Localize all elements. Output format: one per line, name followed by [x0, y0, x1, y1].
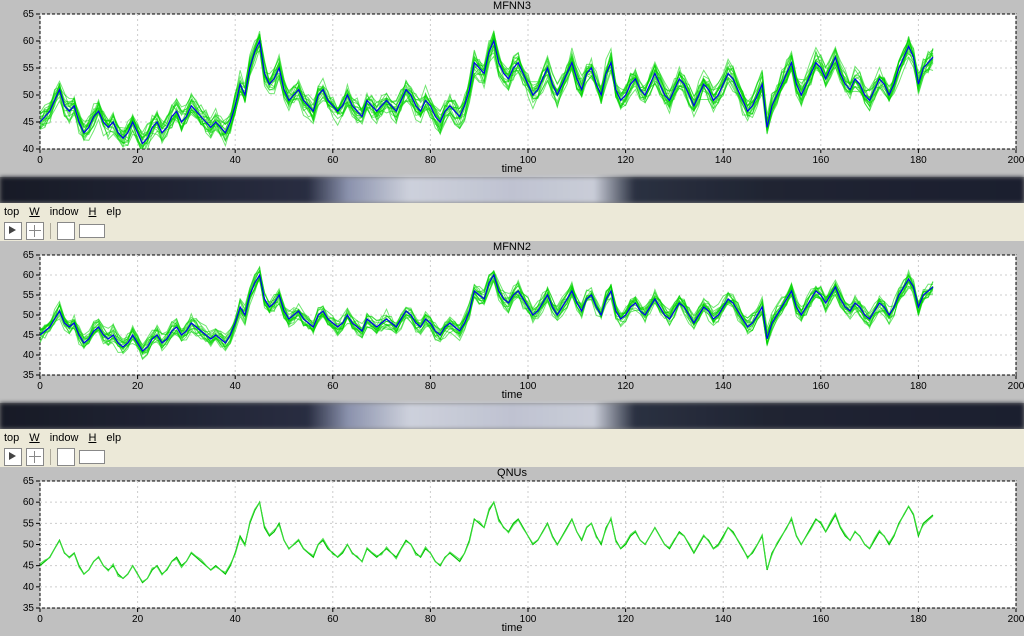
chart-title: QNUs	[0, 467, 1024, 479]
x-axis-label: time	[0, 389, 1024, 401]
svg-text:60: 60	[23, 270, 35, 281]
toolbar-separator	[50, 223, 51, 239]
toolbar-plain-icon[interactable]	[57, 448, 75, 466]
x-axis-label: time	[0, 163, 1024, 175]
menu-item-help[interactable]: Help	[88, 206, 121, 218]
chart-mfnn3: MFNN3 0204060801001201401601802004045505…	[0, 0, 1024, 177]
menu-item-help[interactable]: Help	[88, 432, 121, 444]
menu-bar[interactable]: top Window Help	[0, 429, 1024, 448]
chart-qnus: QNUs 02040608010012014016018020035404550…	[0, 467, 1024, 636]
plot-area: 0204060801001201401601802003540455055606…	[0, 467, 1024, 636]
toolbar-plain-icon[interactable]	[57, 222, 75, 240]
menu-item-top[interactable]: top	[4, 432, 19, 444]
svg-text:50: 50	[23, 540, 35, 551]
menu-item-window[interactable]: Window	[29, 432, 78, 444]
svg-text:45: 45	[23, 117, 35, 128]
svg-text:35: 35	[23, 370, 35, 381]
toolbar[interactable]	[0, 221, 1024, 242]
svg-text:55: 55	[23, 290, 35, 301]
plot-area: 020406080100120140160180200404550556065	[0, 0, 1024, 177]
toolbar-arrow-icon[interactable]	[4, 222, 22, 240]
svg-text:60: 60	[23, 497, 35, 508]
svg-text:55: 55	[23, 63, 35, 74]
chart-title: MFNN2	[0, 241, 1024, 253]
x-axis-label: time	[0, 622, 1024, 634]
menu-item-top[interactable]: top	[4, 206, 19, 218]
svg-text:45: 45	[23, 330, 35, 341]
svg-text:50: 50	[23, 310, 35, 321]
svg-text:40: 40	[23, 350, 35, 361]
chart-mfnn2: MFNN2 0204060801001201401601802003540455…	[0, 241, 1024, 403]
svg-text:40: 40	[23, 582, 35, 593]
svg-text:35: 35	[23, 603, 35, 614]
toolbar-arrow-icon[interactable]	[4, 448, 22, 466]
toolbar-grid-icon[interactable]	[26, 448, 44, 466]
svg-text:50: 50	[23, 90, 35, 101]
blurred-background-strip	[0, 403, 1024, 429]
svg-text:55: 55	[23, 518, 35, 529]
toolbar-mini-icon[interactable]	[79, 224, 105, 238]
menu-bar[interactable]: top Window Help	[0, 203, 1024, 222]
svg-text:40: 40	[23, 144, 35, 155]
toolbar[interactable]	[0, 447, 1024, 468]
svg-text:60: 60	[23, 36, 35, 47]
chart-title: MFNN3	[0, 0, 1024, 12]
toolbar-grid-icon[interactable]	[26, 222, 44, 240]
blurred-background-strip	[0, 177, 1024, 203]
svg-text:45: 45	[23, 561, 35, 572]
menu-item-window[interactable]: Window	[29, 206, 78, 218]
toolbar-mini-icon[interactable]	[79, 450, 105, 464]
toolbar-separator	[50, 449, 51, 465]
plot-area: 0204060801001201401601802003540455055606…	[0, 241, 1024, 403]
